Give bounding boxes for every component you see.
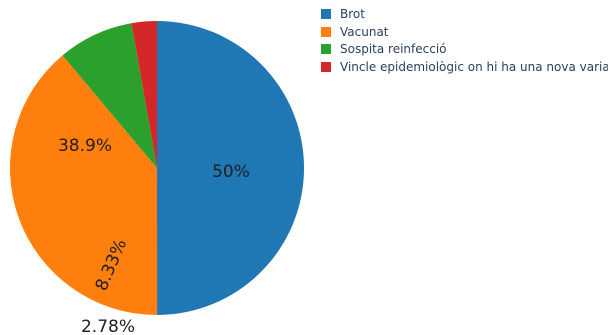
legend-label-brot: Brot [340,7,365,21]
pie-slices [10,20,305,316]
pie-slice-vincle-epidemiologic[interactable] [131,21,157,168]
legend-label-vincle-epidemiologic: Vincle epidemiològic on hi ha una nova v… [340,60,608,74]
slice-label-vacunat: 38.9% [58,136,112,156]
legend: Brot Vacunat Sospita reinfecció Vincle e… [321,7,608,74]
legend-item-sospita-reinfeccio[interactable]: Sospita reinfecció [321,42,447,56]
legend-swatch-vincle-epidemiologic [321,62,331,72]
legend-item-brot[interactable]: Brot [321,7,365,21]
legend-item-vincle-epidemiologic[interactable]: Vincle epidemiològic on hi ha una nova v… [321,60,608,74]
legend-swatch-brot [321,9,331,19]
legend-label-sospita-reinfeccio: Sospita reinfecció [340,42,447,56]
pie-slice-sospita-reinfeccio[interactable] [62,23,158,169]
slice-label-vincle-epidemiologic: 2.78% [81,317,135,335]
pie-slice-brot[interactable] [157,20,305,315]
legend-swatch-vacunat [321,27,331,37]
pie-slice-vacunat[interactable] [10,55,158,316]
slice-label-brot: 50% [212,162,250,182]
legend-swatch-sospita-reinfeccio [321,44,331,54]
legend-item-vacunat[interactable]: Vacunat [321,25,389,39]
legend-label-vacunat: Vacunat [340,25,389,39]
